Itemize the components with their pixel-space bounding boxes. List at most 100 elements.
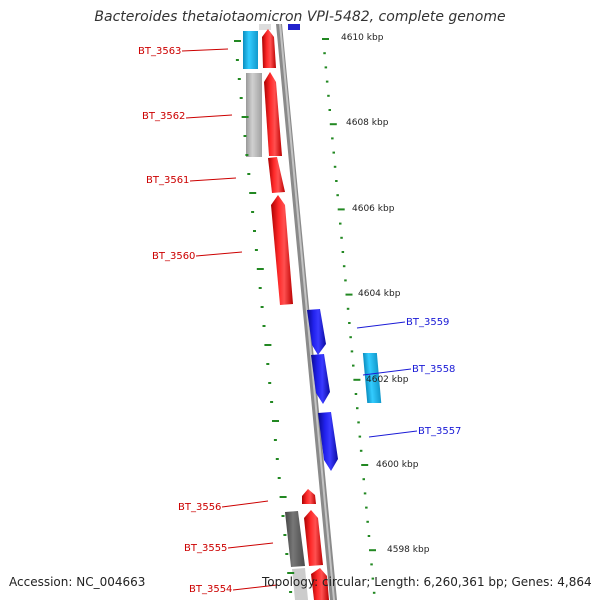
gene-bt3562-pseudo[interactable] [246, 73, 262, 157]
gene-leader-line [189, 177, 237, 182]
gene-label[interactable]: BT_3563 [138, 46, 181, 57]
left-tick [243, 135, 247, 137]
gene-leader-line [368, 430, 418, 438]
gene-partial-top [259, 24, 271, 30]
right-tick [348, 322, 351, 324]
scale-label: 4608 kbp [346, 118, 389, 128]
gene-label[interactable]: BT_3556 [178, 502, 221, 513]
left-tick-marks [234, 40, 295, 593]
right-tick [327, 94, 330, 97]
gene-bt3563-pair [243, 29, 276, 69]
gene-bt3559[interactable] [307, 309, 326, 355]
scale-label: 4600 kbp [376, 460, 419, 470]
gene-label[interactable]: BT_3559 [406, 317, 449, 328]
accession-label: Accession: NC_004663 [9, 575, 146, 589]
gene-bt3555-pseudo[interactable] [285, 511, 305, 567]
gene-leader-line [181, 48, 229, 52]
right-tick [322, 38, 329, 40]
gene-leader-line [185, 114, 233, 119]
left-tick [264, 344, 272, 346]
left-tick [283, 534, 287, 536]
left-tick [241, 116, 249, 118]
right-tick [329, 123, 337, 126]
gene-bt3554-pseudo [292, 568, 308, 600]
right-tick [346, 307, 350, 310]
right-tick [323, 52, 326, 55]
right-tick [369, 549, 376, 552]
gene-bt3563-cyan[interactable] [243, 31, 258, 69]
left-tick [287, 572, 295, 574]
right-tick [362, 478, 365, 481]
right-tick [339, 222, 342, 225]
right-tick [365, 506, 368, 509]
gene-label[interactable]: BT_3560 [152, 251, 195, 262]
right-tick [357, 421, 360, 424]
gene-bt3563[interactable] [262, 29, 276, 68]
gene-bt3558-cyan[interactable] [362, 353, 382, 403]
gene-bt3556[interactable] [302, 489, 316, 504]
right-tick [349, 336, 352, 339]
gene-label[interactable]: BT_3557 [418, 426, 461, 437]
left-tick [235, 59, 239, 61]
gene-leader-line [362, 368, 412, 376]
gene-bt3560[interactable] [271, 195, 293, 305]
right-tick [344, 279, 347, 282]
left-tick [285, 553, 289, 555]
right-tick [367, 535, 371, 537]
gene-label[interactable]: BT_3558 [412, 364, 455, 375]
right-tick [336, 194, 339, 197]
left-tick [234, 40, 241, 42]
left-tick [281, 515, 285, 517]
left-tick [260, 306, 264, 308]
left-tick [277, 477, 281, 479]
left-tick [239, 97, 243, 99]
gene-label[interactable]: BT_3561 [146, 175, 189, 186]
gene-bt3554[interactable] [311, 568, 329, 600]
gene-bt3557[interactable] [318, 412, 338, 471]
left-tick [262, 325, 266, 327]
gene-leader-line [232, 584, 278, 591]
right-tick [340, 236, 343, 239]
left-tick [253, 230, 256, 232]
right-tick [342, 265, 346, 268]
left-tick [272, 420, 279, 422]
left-tick [247, 173, 251, 175]
left-tick [254, 249, 258, 251]
right-tick [366, 520, 369, 523]
right-tick [354, 393, 358, 395]
gene-partial-top-blue [288, 24, 300, 30]
left-tick [245, 154, 249, 156]
right-tick [333, 165, 337, 168]
gene-label[interactable]: BT_3562 [142, 111, 185, 122]
left-tick [268, 382, 272, 384]
right-tick [337, 208, 345, 211]
right-tick [345, 293, 353, 296]
right-tick [324, 66, 328, 69]
gene-bt3561[interactable] [268, 157, 285, 193]
left-tick [237, 78, 241, 80]
left-tick [270, 401, 274, 403]
right-tick [328, 109, 331, 111]
right-tick [353, 378, 361, 381]
gene-label-leaders [181, 48, 418, 591]
left-tick [273, 439, 277, 441]
scale-label: 4606 kbp [352, 204, 395, 214]
scale-label: 4602 kbp [366, 375, 409, 385]
gene-bt3555[interactable] [304, 510, 323, 566]
right-tick [363, 492, 367, 495]
gene-label[interactable]: BT_3555 [184, 543, 227, 554]
left-tick [279, 496, 287, 498]
gene-bt3562[interactable] [264, 72, 282, 156]
right-tick [370, 563, 373, 566]
left-tick [289, 591, 293, 593]
right-tick [371, 577, 375, 580]
right-tick [332, 151, 335, 154]
gene-bt3558[interactable] [311, 354, 330, 404]
right-tick [359, 449, 363, 452]
scale-label: 4598 kbp [387, 545, 430, 555]
right-tick [352, 364, 355, 367]
gene-label[interactable]: BT_3554 [189, 584, 232, 595]
genome-title: Bacteroides thetaiotaomicron VPI-5482, c… [94, 9, 506, 25]
gene-leader-line [195, 251, 243, 257]
